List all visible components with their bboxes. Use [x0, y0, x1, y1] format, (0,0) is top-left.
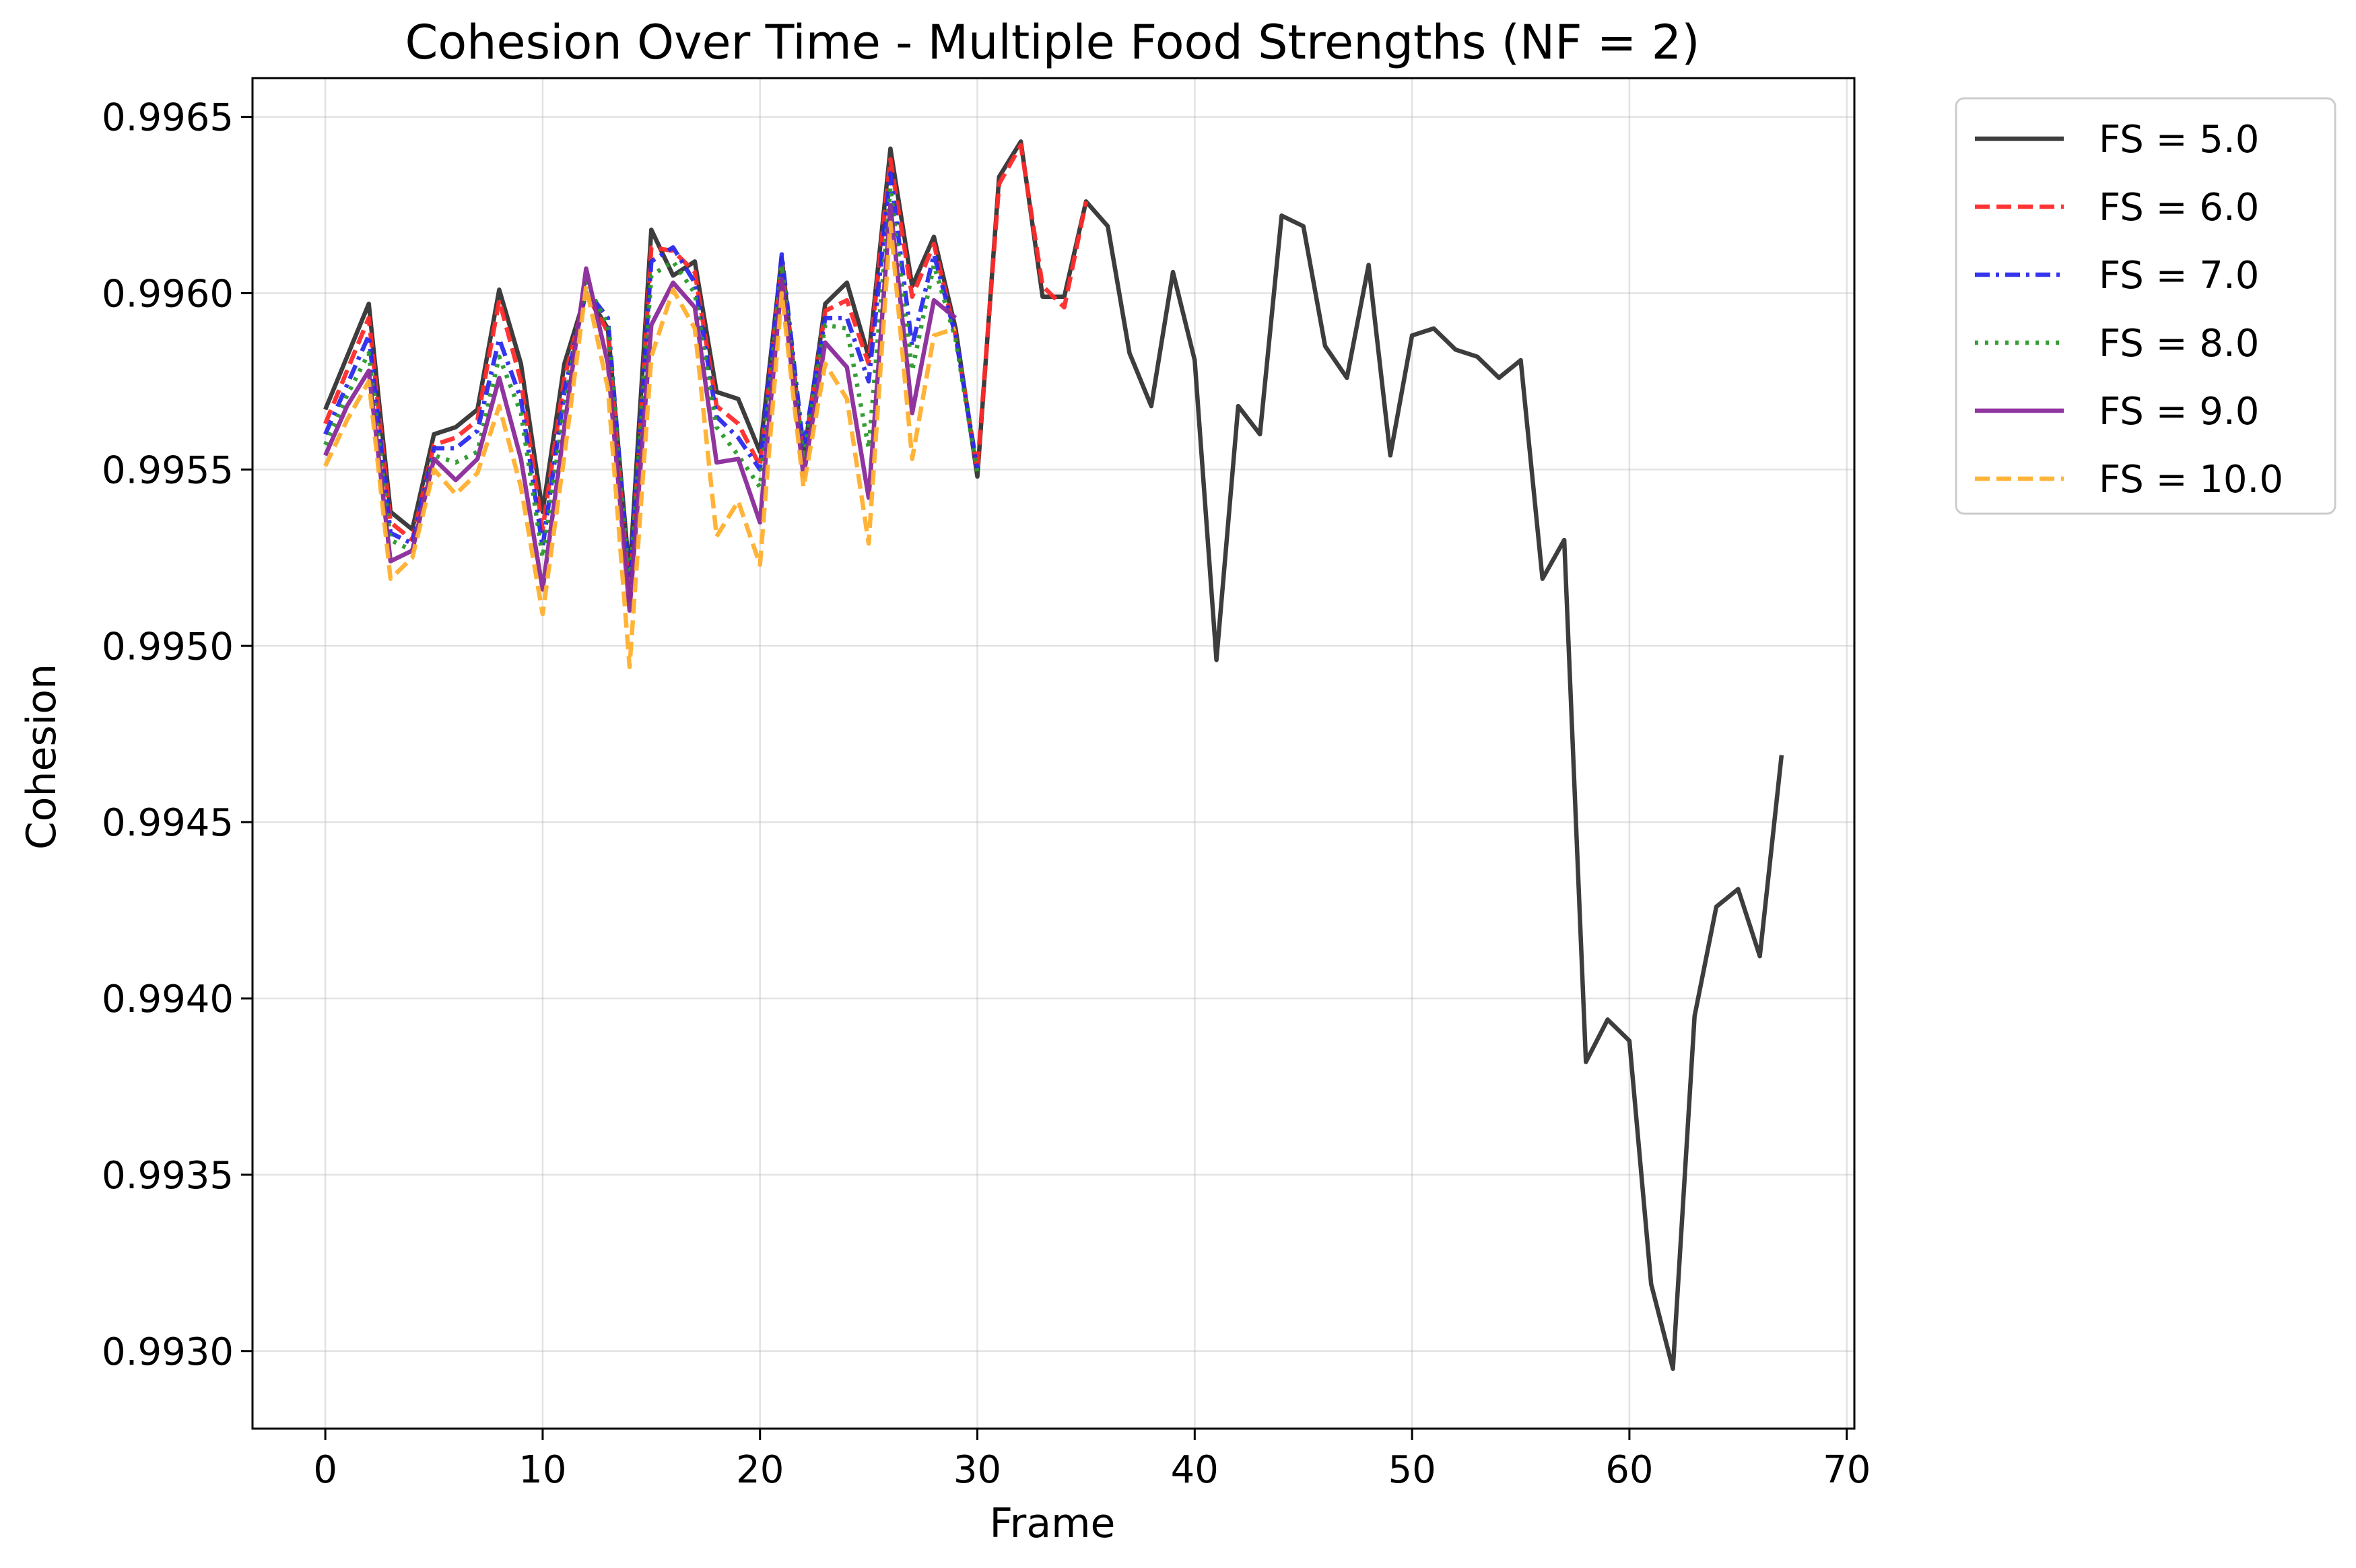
x-tick-label: 70	[1823, 1448, 1871, 1492]
series-line-4	[323, 185, 980, 592]
y-tick-label: 0.9945	[102, 801, 234, 845]
series-lines	[323, 139, 1784, 1371]
legend-label-5: FS = 9.0	[2099, 390, 2259, 434]
y-tick-label: 0.9935	[102, 1154, 234, 1198]
y-tick-label: 0.9950	[102, 625, 234, 669]
x-tick-label: 50	[1388, 1448, 1436, 1492]
y-tick-label: 0.9965	[102, 96, 234, 140]
y-tick-label: 0.9955	[102, 448, 234, 492]
y-tick-label: 0.9930	[102, 1330, 234, 1374]
legend-label-2: FS = 6.0	[2099, 186, 2259, 230]
x-tick-label: 30	[953, 1448, 1001, 1492]
series-line-3	[323, 171, 980, 588]
x-axis-ticks: 0 10 20 30 40 50 60 70	[313, 1429, 1871, 1492]
legend-label-4: FS = 8.0	[2099, 322, 2259, 366]
x-tick-label: 10	[518, 1448, 566, 1492]
x-tick-label: 60	[1605, 1448, 1653, 1492]
x-axis-label: Frame	[990, 1500, 1116, 1547]
chart-title: Cohesion Over Time - Multiple Food Stren…	[405, 15, 1699, 70]
x-tick-label: 0	[313, 1448, 337, 1492]
y-tick-label: 0.9940	[102, 978, 234, 1021]
legend-label-3: FS = 7.0	[2099, 254, 2259, 298]
series-line-5	[323, 203, 957, 613]
y-axis-label: Cohesion	[18, 664, 65, 850]
legend-label-1: FS = 5.0	[2099, 118, 2259, 162]
plot-frame	[251, 77, 1856, 1430]
x-tick-label: 20	[736, 1448, 784, 1492]
plot-area	[323, 139, 1784, 1371]
legend: FS = 5.0 FS = 6.0 FS = 7.0 FS = 8.0 FS = 9.0…	[1955, 97, 2336, 515]
series-line-6	[323, 220, 957, 669]
grid	[253, 78, 1854, 1429]
y-axis-ticks: 0.9930 0.9935 0.9940 0.9945 0.9950 0.9955 0.99…	[102, 96, 253, 1374]
x-tick-label: 40	[1171, 1448, 1219, 1492]
legend-label-6: FS = 10.0	[2099, 458, 2283, 502]
y-tick-label: 0.9960	[102, 272, 234, 316]
